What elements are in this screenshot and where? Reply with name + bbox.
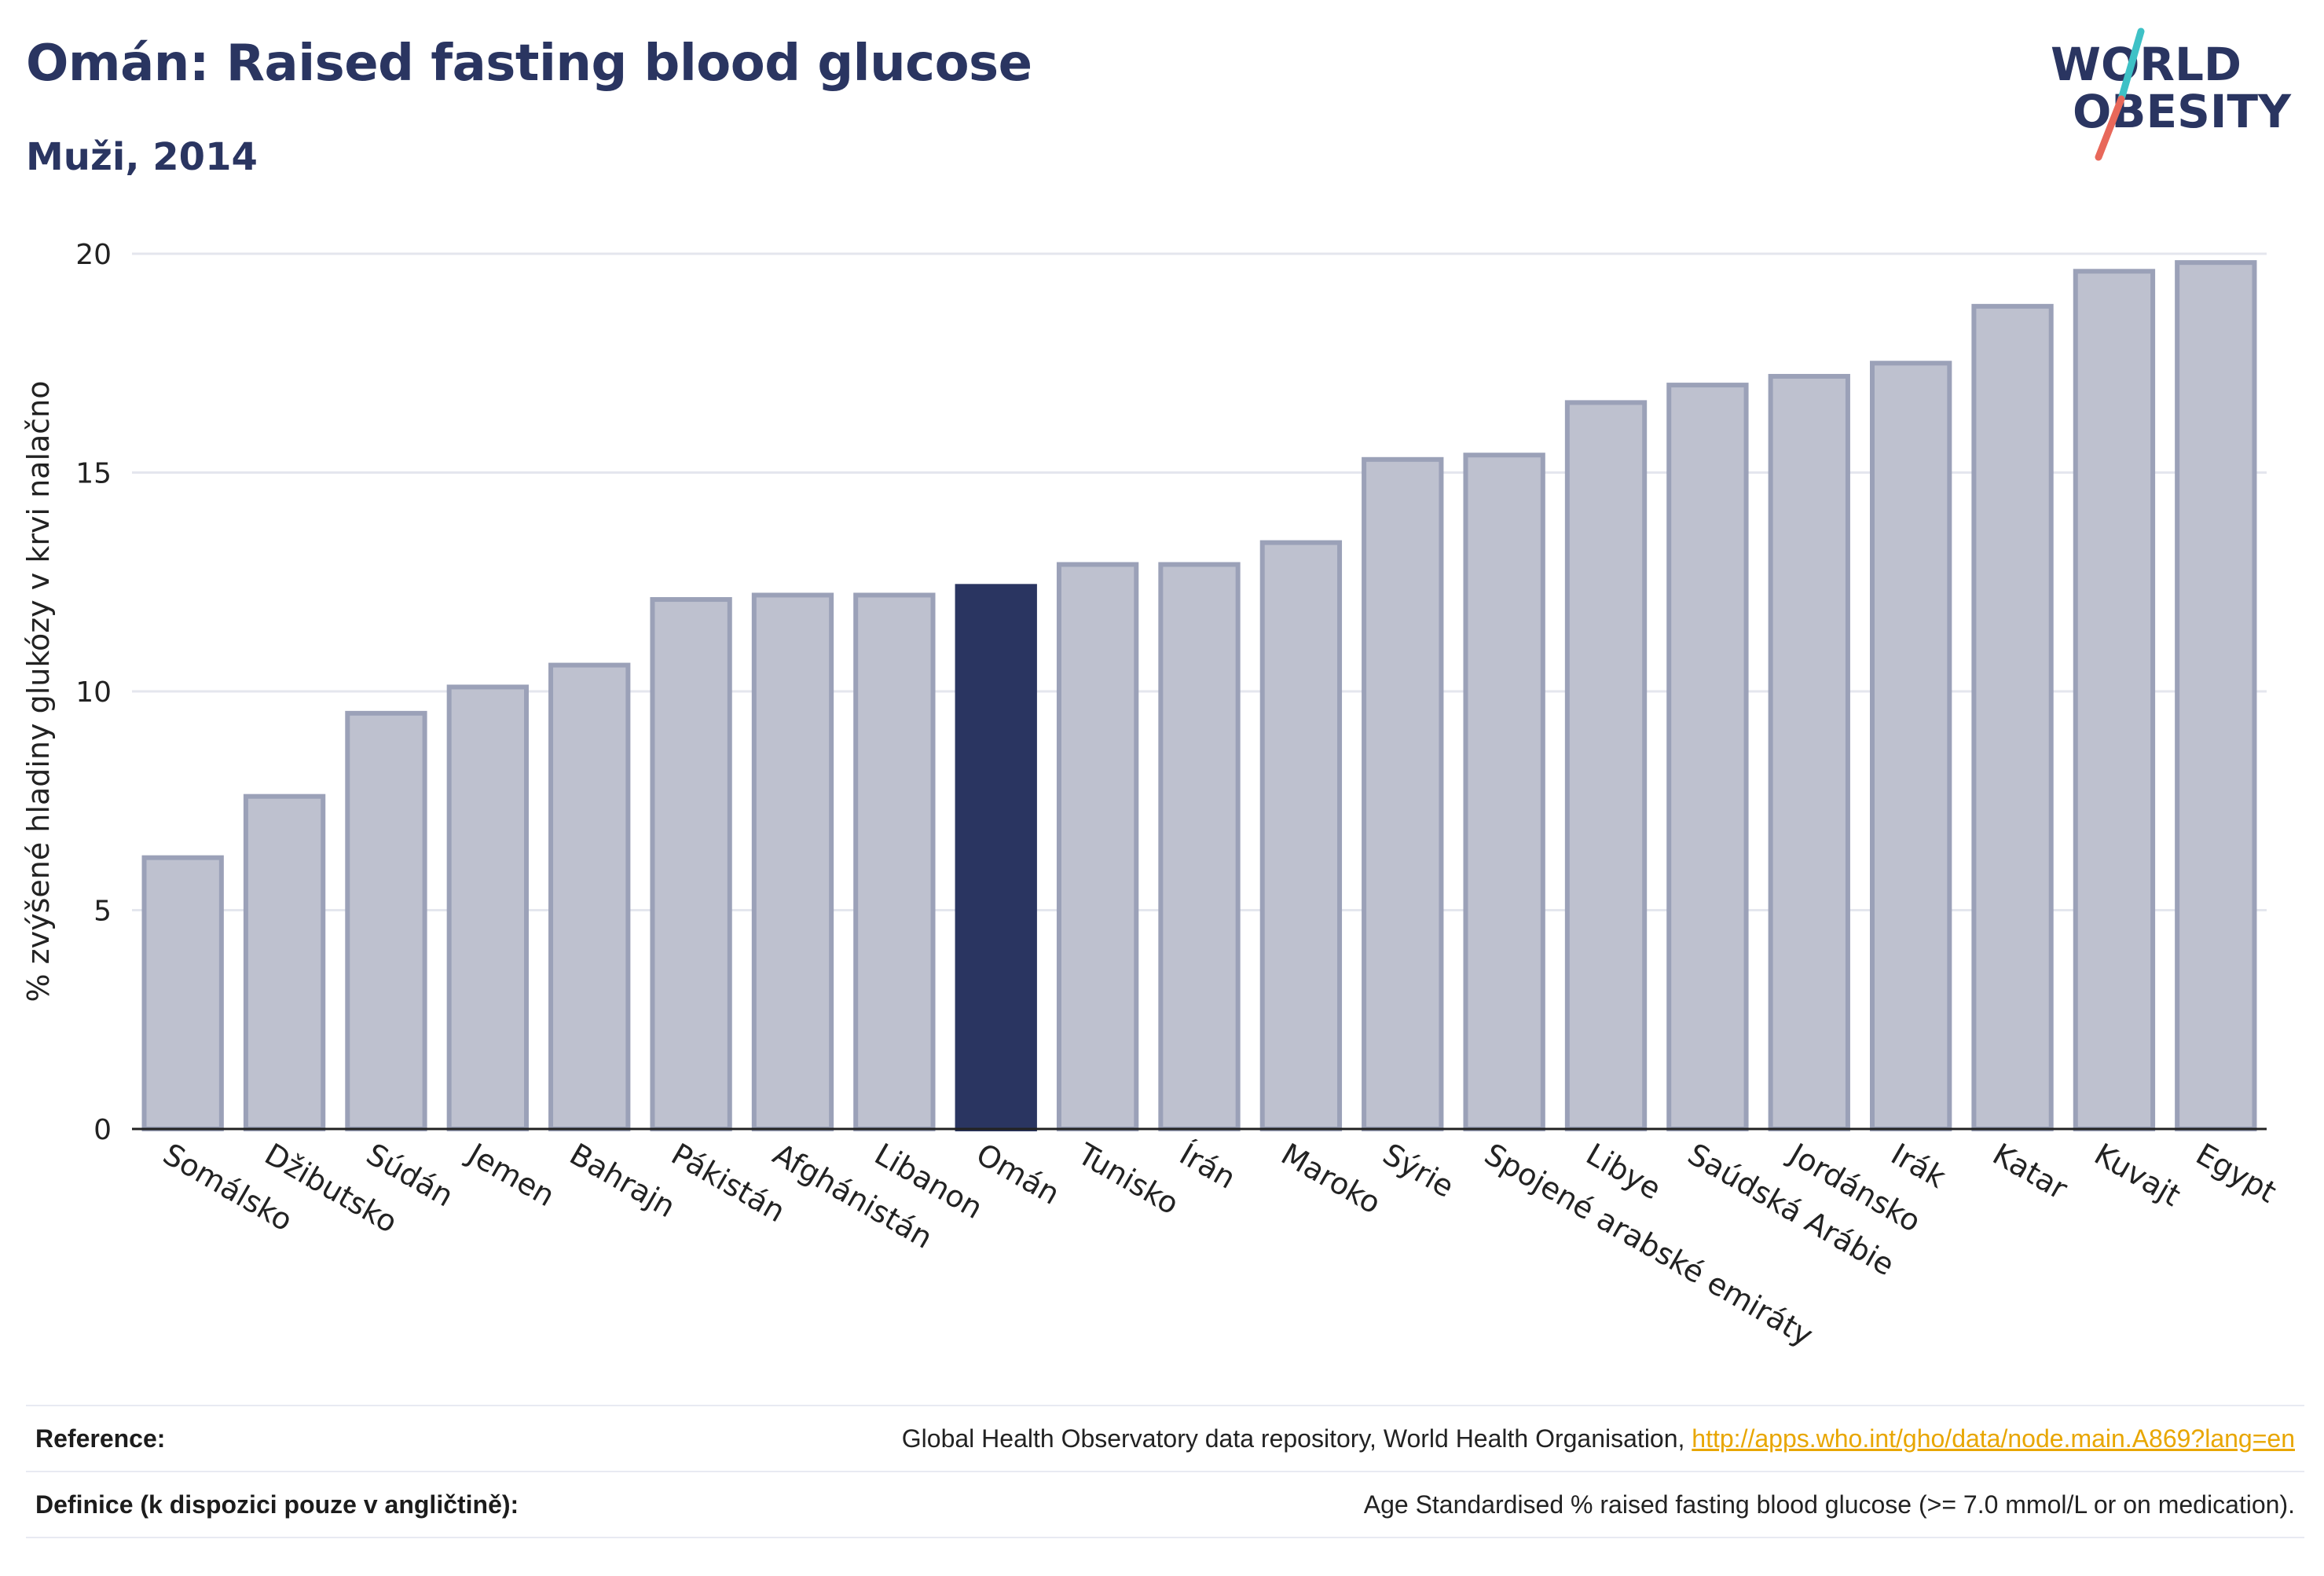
definition-text: Age Standardised % raised fasting blood … — [1363, 1490, 2295, 1519]
logo-slash-bottom — [2095, 95, 2125, 161]
reference-value: Global Health Observatory data repositor… — [902, 1424, 2295, 1453]
bar-Somálsko[interactable] — [141, 855, 224, 1132]
bar-Tunisko[interactable] — [1056, 562, 1139, 1131]
logo-slash-top — [2117, 27, 2145, 103]
x-tick-label: Maroko — [1275, 1137, 1387, 1221]
y-tick-label: 0 — [93, 1114, 112, 1146]
y-tick-label: 15 — [75, 458, 112, 490]
bar-Írán[interactable] — [1158, 562, 1241, 1131]
footer: Reference: Global Health Observatory dat… — [26, 1405, 2304, 1538]
reference-text: Global Health Observatory data repositor… — [901, 1424, 1692, 1453]
x-tick-label: Irák — [1886, 1137, 1952, 1195]
bar-Jordánsko[interactable] — [1768, 373, 1850, 1131]
x-tick-label: Katar — [1987, 1137, 2073, 1207]
y-tick-label: 5 — [93, 896, 112, 928]
reference-row: Reference: Global Health Observatory dat… — [26, 1405, 2304, 1471]
bar-Katar[interactable] — [1971, 303, 2054, 1132]
chart-subtitle: Muži, 2014 — [26, 135, 258, 179]
world-obesity-logo[interactable]: WORLD OBESITY — [2043, 24, 2310, 165]
reference-link[interactable]: http://apps.who.int/gho/data/node.main.A… — [1692, 1424, 2295, 1453]
bar-Omán[interactable] — [955, 584, 1037, 1131]
y-axis-label: % zvýšené hladiny glukózy v krvi nalačno — [21, 380, 56, 1002]
x-tick-label: Írán — [1174, 1137, 1241, 1196]
bar-Bahrajn[interactable] — [548, 662, 631, 1131]
bar-Jemen[interactable] — [446, 684, 529, 1131]
x-tick-label: Tunisko — [1072, 1136, 1185, 1222]
x-tick-label: Pákistán — [665, 1137, 791, 1230]
bar-Spojené arabské emiráty[interactable] — [1463, 453, 1545, 1131]
x-tick-label: Kuvajt — [2088, 1137, 2186, 1213]
bar-Libye[interactable] — [1564, 400, 1648, 1131]
x-tick-label: Bahrajn — [564, 1137, 681, 1225]
bar-Súdán[interactable] — [345, 710, 427, 1131]
x-tick-label: Jemen — [461, 1136, 561, 1214]
definition-row: Definice (k dispozici pouze v angličtině… — [26, 1471, 2304, 1538]
x-tick-label: Sýrie — [1377, 1137, 1460, 1204]
bars — [141, 260, 2257, 1132]
bar-Kuvajt[interactable] — [2073, 269, 2156, 1131]
bar-Egypt[interactable] — [2175, 260, 2257, 1131]
bar-Afghánistán[interactable] — [751, 592, 834, 1131]
y-tick-labels: 0 5 10 15 20 — [75, 239, 112, 1146]
y-tick-label: 10 — [75, 676, 112, 709]
logo-line-1: WORLD — [2051, 38, 2242, 91]
reference-label: Reference: — [35, 1424, 166, 1453]
bar-Irák[interactable] — [1870, 361, 1952, 1131]
chart-title: Omán: Raised fasting blood glucose — [26, 35, 1032, 93]
definition-label: Definice (k dispozici pouze v angličtině… — [35, 1490, 519, 1519]
bar-Libanon[interactable] — [853, 592, 936, 1131]
x-tick-label: Egypt — [2190, 1137, 2282, 1210]
bar-Pákistán[interactable] — [650, 597, 732, 1131]
bar-Sýrie[interactable] — [1362, 456, 1444, 1131]
y-tick-label: 20 — [75, 239, 112, 271]
bar-Saúdská Arábie[interactable] — [1666, 383, 1749, 1132]
bar-Džibutsko[interactable] — [243, 793, 326, 1131]
bar-Maroko[interactable] — [1259, 540, 1343, 1131]
